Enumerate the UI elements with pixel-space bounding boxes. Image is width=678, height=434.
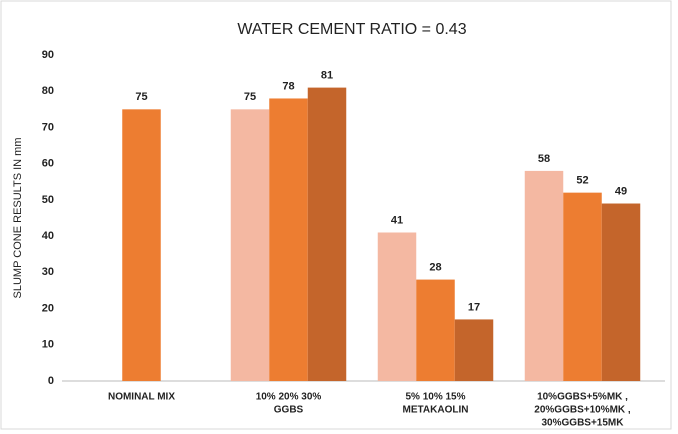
x-tick-label: 30%GGBS+15MK	[542, 418, 625, 429]
data-label: 28	[429, 261, 441, 273]
x-tick-label: METAKAOLIN	[403, 405, 469, 416]
chart-title: WATER CEMENT RATIO = 0.43	[237, 21, 466, 38]
data-label: 17	[468, 301, 480, 313]
y-tick-label: 80	[42, 85, 54, 97]
y-tick-label: 0	[48, 375, 54, 387]
y-tick-label: 50	[42, 194, 54, 206]
y-axis-label: SLUMP CONE RESULTS IN mm	[12, 138, 24, 299]
data-label: 41	[391, 214, 403, 226]
data-label: 75	[244, 91, 256, 103]
y-tick-label: 70	[42, 121, 54, 133]
y-tick-label: 90	[42, 49, 54, 61]
y-tick-label: 10	[42, 339, 54, 351]
data-label: 78	[282, 80, 294, 92]
x-tick-label: 10%GGBS+5%MK ,	[537, 392, 628, 403]
x-tick-label: 10% 20% 30%	[256, 392, 322, 403]
data-label: 49	[615, 185, 627, 197]
bar	[377, 232, 417, 381]
data-label: 75	[135, 91, 147, 103]
data-label: 81	[321, 70, 333, 82]
bar	[601, 203, 641, 381]
y-tick-label: 40	[42, 230, 54, 242]
y-tick-label: 30	[42, 266, 54, 278]
x-tick-label: 20%GGBS+10%MK ,	[534, 405, 631, 416]
x-tick-label: NOMINAL MIX	[108, 392, 175, 403]
x-tick-label: 5% 10% 15%	[405, 392, 465, 403]
bar	[269, 98, 308, 381]
bar	[416, 279, 455, 381]
bar	[230, 109, 270, 381]
bar	[454, 319, 494, 381]
data-label: 52	[576, 175, 588, 187]
bar	[563, 192, 602, 381]
bar	[524, 170, 564, 381]
bar	[307, 87, 347, 381]
y-tick-label: 60	[42, 158, 54, 170]
y-tick-label: 20	[42, 302, 54, 314]
bar	[122, 109, 161, 381]
data-label: 58	[538, 153, 550, 165]
x-tick-label: GGBS	[274, 405, 304, 416]
